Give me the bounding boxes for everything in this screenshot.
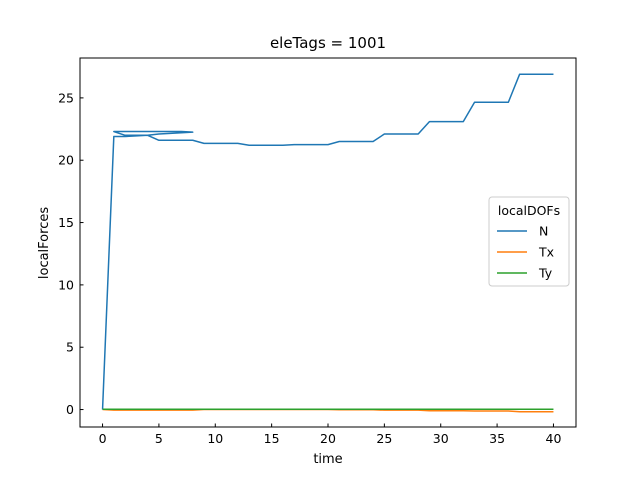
y-tick-label: 20 [58,153,74,168]
legend-label-ty: Ty [538,266,553,281]
legend-title: localDOFs [498,203,560,218]
legend-box [488,196,570,287]
x-tick-label: 25 [376,431,392,446]
y-tick-label: 15 [58,215,74,230]
y-tick-label: 10 [58,277,74,292]
y-tick-label: 5 [66,340,74,355]
x-tick-label: 5 [155,431,163,446]
legend-label-n: N [539,224,548,239]
plot-area [101,73,554,413]
x-tick-label: 0 [99,431,107,446]
y-tick-label: 25 [58,90,74,105]
x-tick-label: 20 [320,431,336,446]
legend: localDOFs N Tx Ty [488,196,570,287]
y-axis: 0 5 10 15 20 25 [58,90,84,417]
legend-entries: N Tx Ty [497,224,554,281]
chart-title: eleTags = 1001 [270,34,386,52]
x-tick-label: 10 [207,431,223,446]
series-line-n [101,73,554,410]
x-tick-label: 15 [264,431,280,446]
legend-label-tx: Tx [538,245,554,260]
y-axis-label: localForces [37,207,52,279]
x-axis: 0 5 10 15 20 25 30 35 40 [99,423,562,446]
x-tick-label: 35 [489,431,505,446]
x-tick-label: 40 [546,431,562,446]
x-tick-label: 30 [433,431,449,446]
y-tick-label: 0 [66,402,74,417]
x-axis-label: time [313,452,342,467]
